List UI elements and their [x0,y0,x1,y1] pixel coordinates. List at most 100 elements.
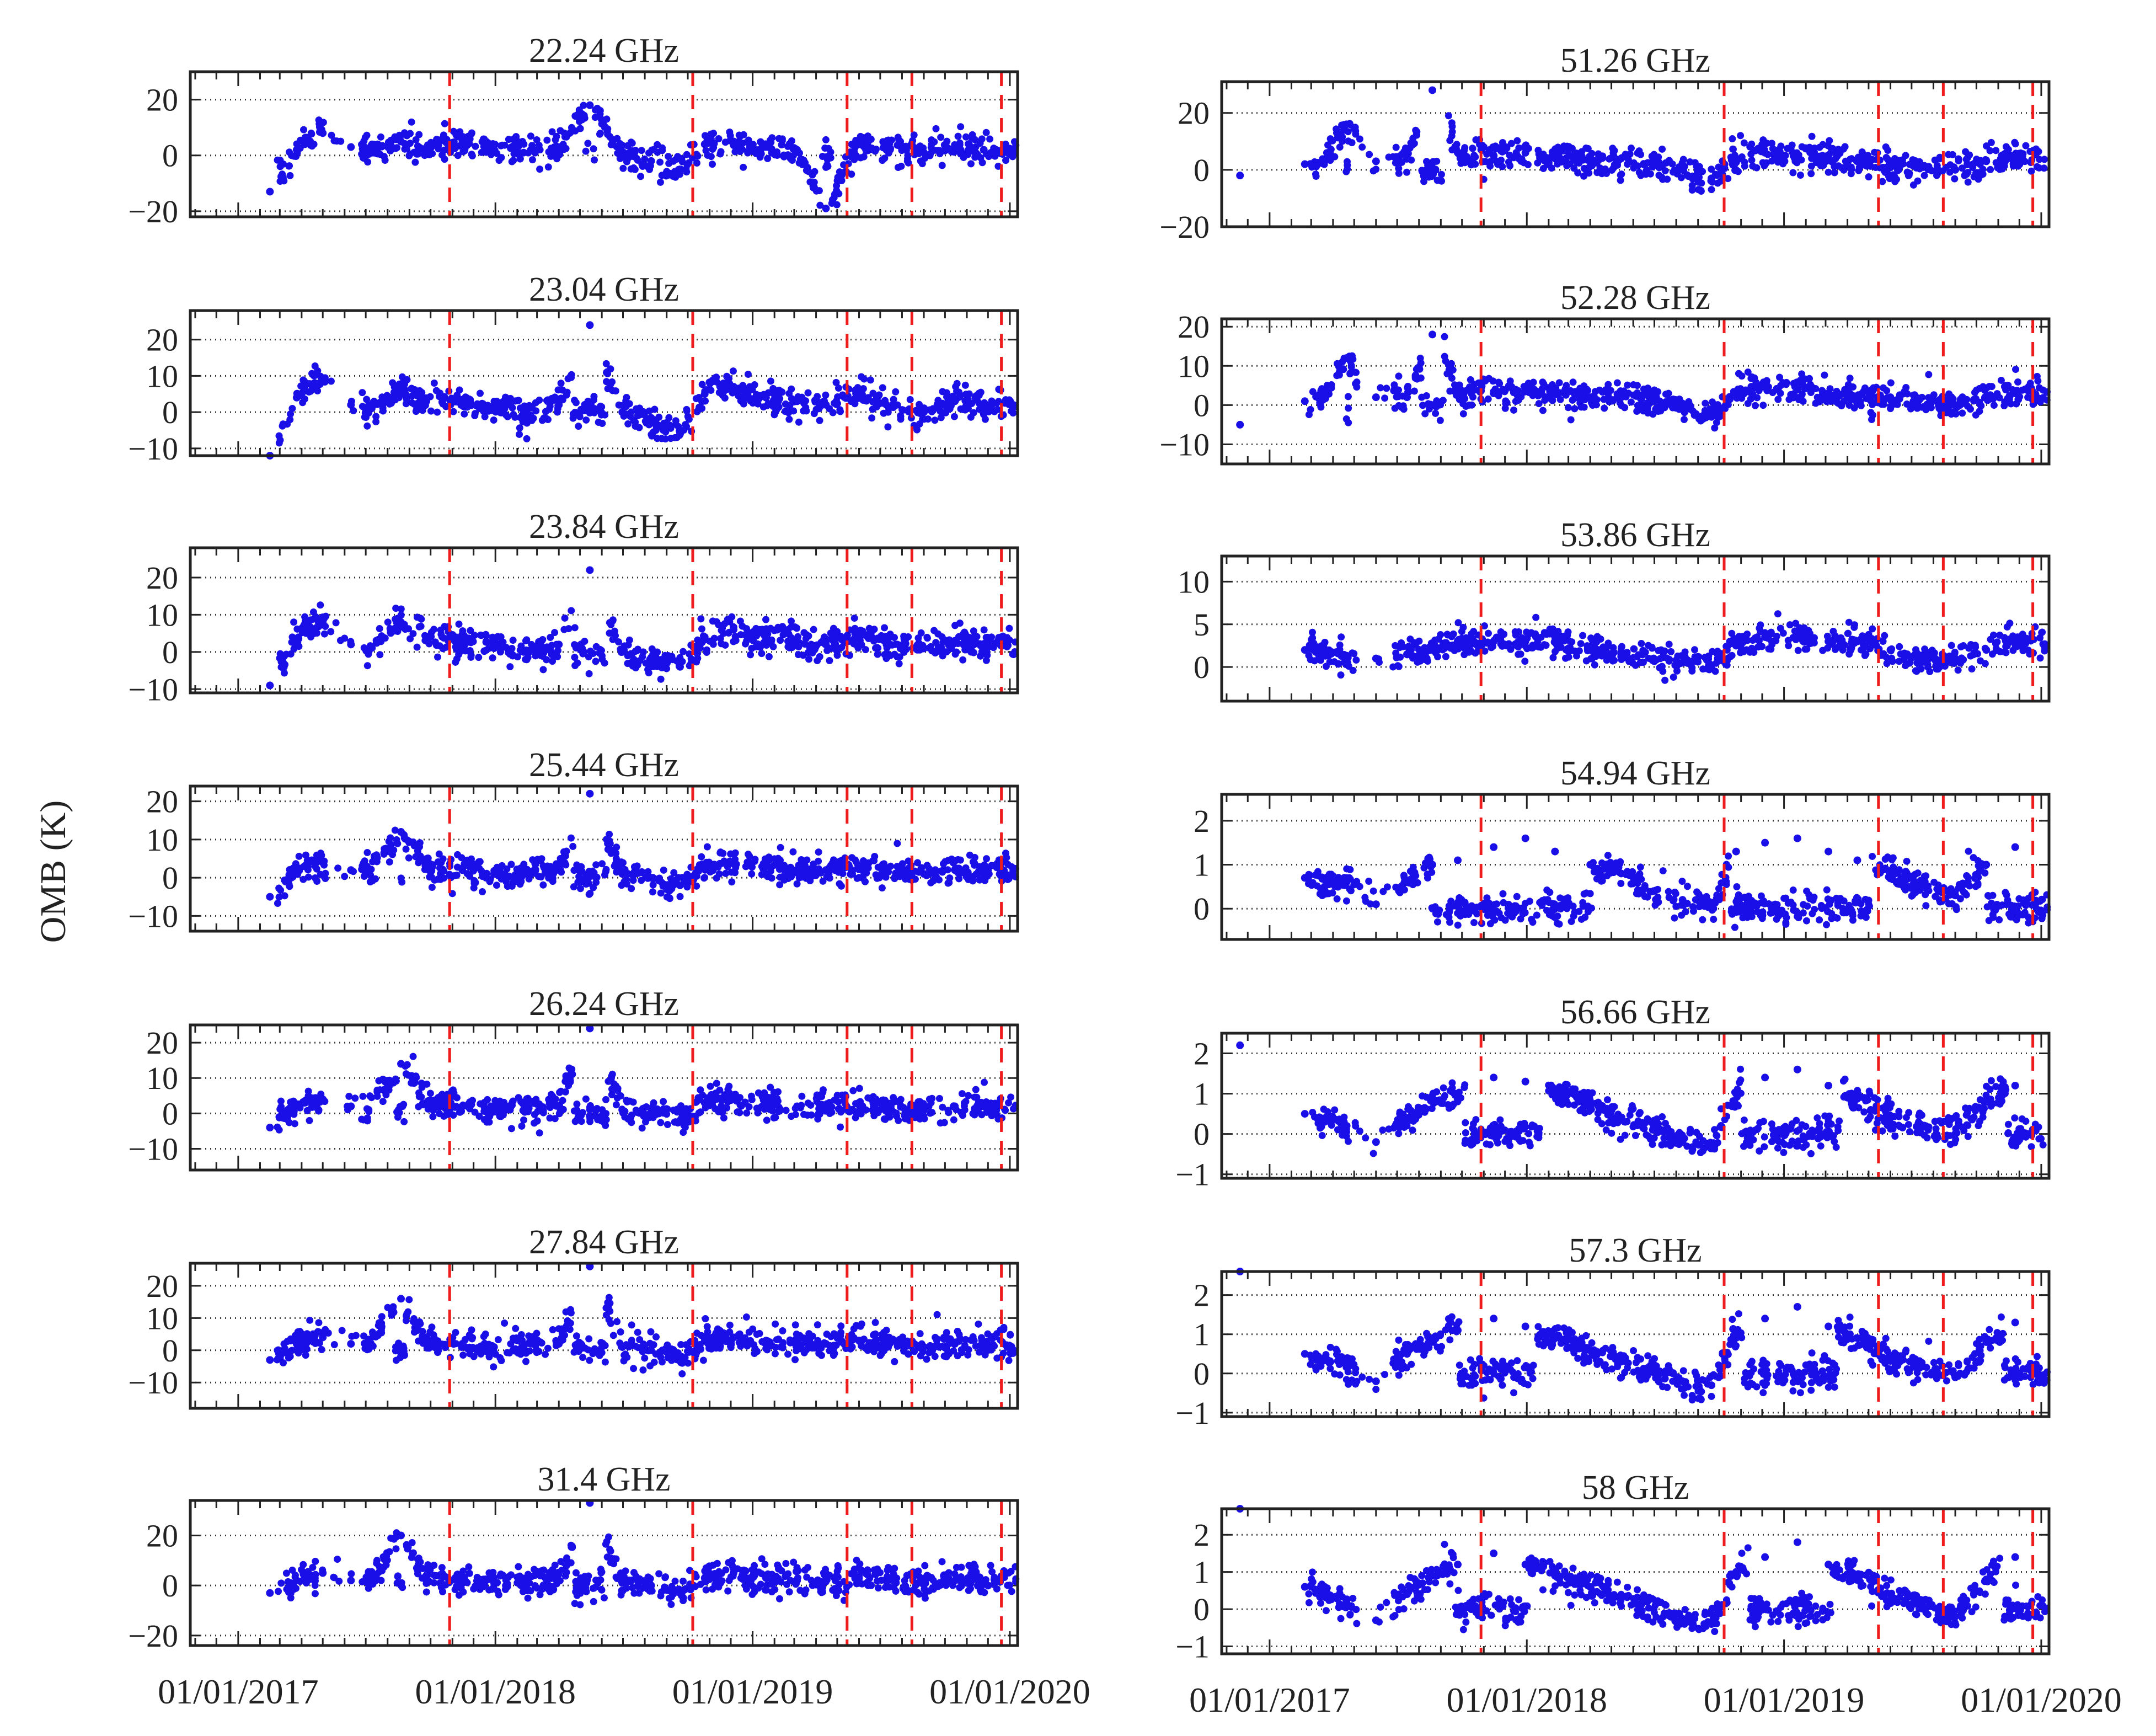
data-point [624,660,632,667]
data-point [966,851,973,859]
data-point [470,877,478,884]
data-point [397,1354,404,1361]
data-point [623,158,630,165]
data-point [723,372,731,380]
data-point [1002,140,1009,148]
y-tick-label: 0 [162,138,178,174]
data-point [982,656,990,664]
data-point [967,160,975,168]
data-point [368,877,376,885]
data-point [551,629,559,637]
data-point [756,153,764,161]
data-point [408,385,415,393]
data-point [918,160,926,168]
data-point [360,859,367,867]
data-point [778,135,786,143]
data-point [855,629,863,638]
data-point [434,408,441,416]
data-point [795,159,803,167]
data-point [313,878,321,885]
data-point [449,631,457,638]
data-point [793,397,801,405]
data-point [276,1113,284,1120]
data-point [618,870,627,878]
data-point [387,629,394,637]
data-point [568,1070,575,1077]
data-point [602,868,609,875]
data-point [765,653,773,660]
data-point [660,1098,667,1105]
data-point [707,153,715,161]
data-point [712,1089,720,1097]
data-point [831,190,838,198]
data-point [436,864,443,872]
data-point [777,843,784,851]
data-point [849,1087,857,1094]
data-point [951,637,959,645]
y-tick-label: −10 [128,1365,178,1401]
y-tick-label: 10 [146,822,178,858]
data-point [411,1078,419,1086]
data-point [554,386,562,394]
data-point [780,876,788,884]
data-point [484,1106,491,1114]
data-point [916,142,924,150]
data-point [320,630,328,638]
data-point [347,143,355,151]
data-point [365,148,373,157]
data-point [855,1099,863,1107]
data-point [441,120,448,127]
data-point [753,1104,761,1112]
data-point [662,169,670,177]
data-point [333,137,341,145]
data-point [571,624,579,632]
data-point [969,1110,977,1118]
data-point [788,1113,795,1120]
data-point [555,1102,563,1110]
y-tick-label: 20 [146,560,178,596]
panel-title: 27.84 GHz [529,1224,679,1261]
data-point [277,1103,285,1110]
data-point [363,422,371,430]
data-point [984,1330,992,1338]
data-point [977,388,985,396]
data-point [359,1092,367,1100]
data-point [721,138,729,146]
data-point [601,1358,609,1366]
data-point [647,655,655,664]
data-point [864,1094,872,1102]
data-point [444,1110,452,1118]
y-tick-label: 10 [146,597,178,633]
data-point [422,146,431,154]
data-point [736,617,744,625]
data-point [815,848,822,856]
data-point [1009,409,1017,417]
data-point [822,400,830,409]
data-point [303,1107,311,1114]
data-point [552,136,559,143]
data-point [379,1098,387,1105]
data-point [719,850,727,857]
data-point [868,414,876,422]
data-point [634,1108,641,1116]
data-point [967,133,975,141]
data-point [595,105,602,113]
data-point [728,878,736,886]
data-point [434,858,442,866]
data-point [855,1085,863,1092]
data-point [920,408,928,416]
data-point [373,857,381,864]
data-point [1004,642,1012,649]
data-point [967,413,975,421]
data-point [625,400,633,408]
data-point [292,146,301,154]
data-point [292,393,301,402]
data-point [397,828,405,836]
data-point [403,1310,411,1318]
data-point [428,884,436,891]
data-point [518,1122,526,1130]
data-point [933,1311,941,1318]
data-point [868,633,876,641]
data-point [596,130,604,137]
